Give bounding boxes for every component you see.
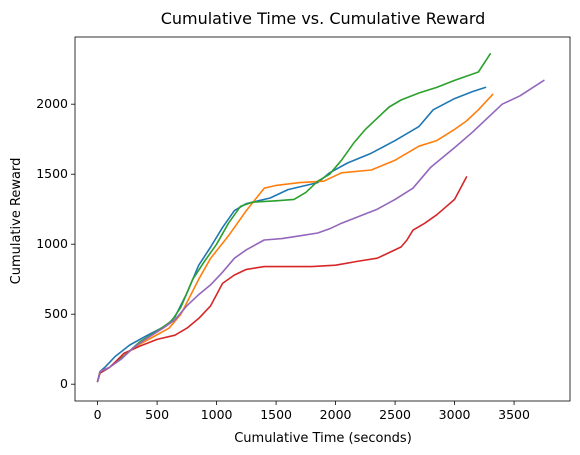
y-tick-label: 0 (60, 376, 68, 391)
chart-title: Cumulative Time vs. Cumulative Reward (161, 9, 486, 28)
x-tick-label: 1500 (260, 407, 292, 422)
x-tick-label: 3000 (439, 407, 471, 422)
x-tick-label: 2000 (320, 407, 352, 422)
x-tick-label: 0 (94, 407, 102, 422)
x-tick-label: 500 (145, 407, 169, 422)
y-tick-label: 1500 (36, 166, 68, 181)
series-line-1 (96, 86, 487, 383)
series-line-5 (96, 79, 545, 383)
ticks-layer: 0 500 1000 1500 2000 2500 3000 3500 0 500 1000 1500… (36, 96, 530, 422)
x-tick-label: 2500 (379, 407, 411, 422)
y-axis-label: Cumulative Reward (9, 158, 24, 285)
x-axis-label: Cumulative Time (seconds) (234, 431, 412, 446)
series-line-4 (96, 176, 468, 383)
x-tick-label: 3500 (498, 407, 530, 422)
y-tick-label: 2000 (36, 96, 68, 111)
plot-frame (74, 36, 571, 402)
y-tick-label: 1000 (36, 236, 68, 251)
y-tick-label: 500 (44, 306, 68, 321)
x-tick-label: 1000 (201, 407, 233, 422)
series-layer (96, 52, 545, 383)
series-line-2 (96, 93, 494, 383)
